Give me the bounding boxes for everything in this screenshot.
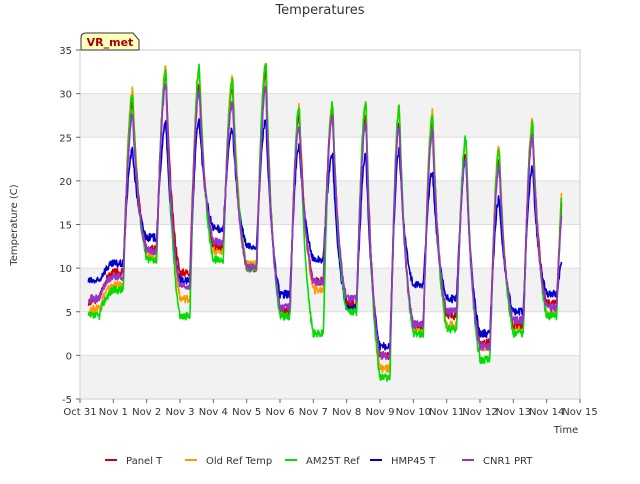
- x-axis-title: Time: [553, 425, 578, 436]
- y-tick-label: 10: [59, 264, 72, 275]
- legend-label: HMP45 T: [391, 456, 436, 467]
- grid-band: [80, 50, 580, 94]
- series-line-cnr1-prt: [88, 83, 563, 360]
- y-tick-label: 15: [59, 221, 72, 232]
- legend-label: Old Ref Temp: [206, 456, 272, 467]
- x-tick-label: Nov 1: [99, 407, 128, 418]
- legend-label: CNR1 PRT: [483, 456, 533, 467]
- x-tick-label: Nov 5: [232, 407, 261, 418]
- station-badge-label: VR_met: [87, 36, 134, 49]
- y-tick-label: 25: [59, 133, 72, 144]
- x-tick-label: Nov 14: [529, 407, 564, 418]
- grid-band: [80, 180, 580, 225]
- y-tick-label: 20: [59, 177, 72, 188]
- x-tick-label: Nov 11: [429, 407, 464, 418]
- x-tick-label: Nov 15: [562, 407, 597, 418]
- y-tick-label: 30: [59, 90, 72, 101]
- y-tick-label: 0: [66, 351, 72, 362]
- y-tick-label: -5: [62, 395, 72, 406]
- x-tick-label: Nov 13: [496, 407, 531, 418]
- x-tick-label: Nov 12: [462, 407, 497, 418]
- grid-band: [80, 268, 580, 312]
- legend-label: Panel T: [126, 456, 163, 467]
- legend-label: AM25T Ref: [306, 456, 360, 467]
- legend: Panel T Old Ref Temp AM25T Ref HMP45 T CNR1 …: [105, 456, 533, 467]
- chart-title: Temperatures: [274, 3, 364, 18]
- y-axis-title: Temperature (C): [9, 184, 20, 266]
- y-tick-label: 35: [59, 46, 72, 57]
- x-tick-label: Nov 4: [199, 407, 228, 418]
- x-tick-label: Nov 10: [396, 407, 431, 418]
- x-tick-label: Nov 3: [165, 407, 194, 418]
- plot-background: [80, 49, 580, 400]
- x-tick-label: Nov 6: [265, 407, 294, 418]
- grid-band: [80, 311, 580, 356]
- grid-band: [80, 355, 580, 399]
- x-tick-label: Oct 31: [63, 407, 96, 418]
- y-axis-ticks: -5 0 5 10 15 20 25 30 35: [59, 46, 80, 406]
- grid-band: [80, 224, 580, 269]
- x-tick-label: Nov 2: [132, 407, 161, 418]
- station-badge: VR_met: [80, 32, 140, 51]
- series-lines: [87, 62, 563, 382]
- x-axis-ticks: Oct 31 Nov 1 Nov 2 Nov 3 Nov 4 Nov 5 Nov 6 Nov …: [63, 399, 598, 418]
- y-tick-label: 5: [66, 308, 72, 319]
- station-badge-box: [80, 32, 140, 51]
- x-tick-label: Nov 8: [332, 407, 361, 418]
- x-tick-label: Nov 9: [365, 407, 394, 418]
- x-tick-label: Nov 7: [299, 407, 328, 418]
